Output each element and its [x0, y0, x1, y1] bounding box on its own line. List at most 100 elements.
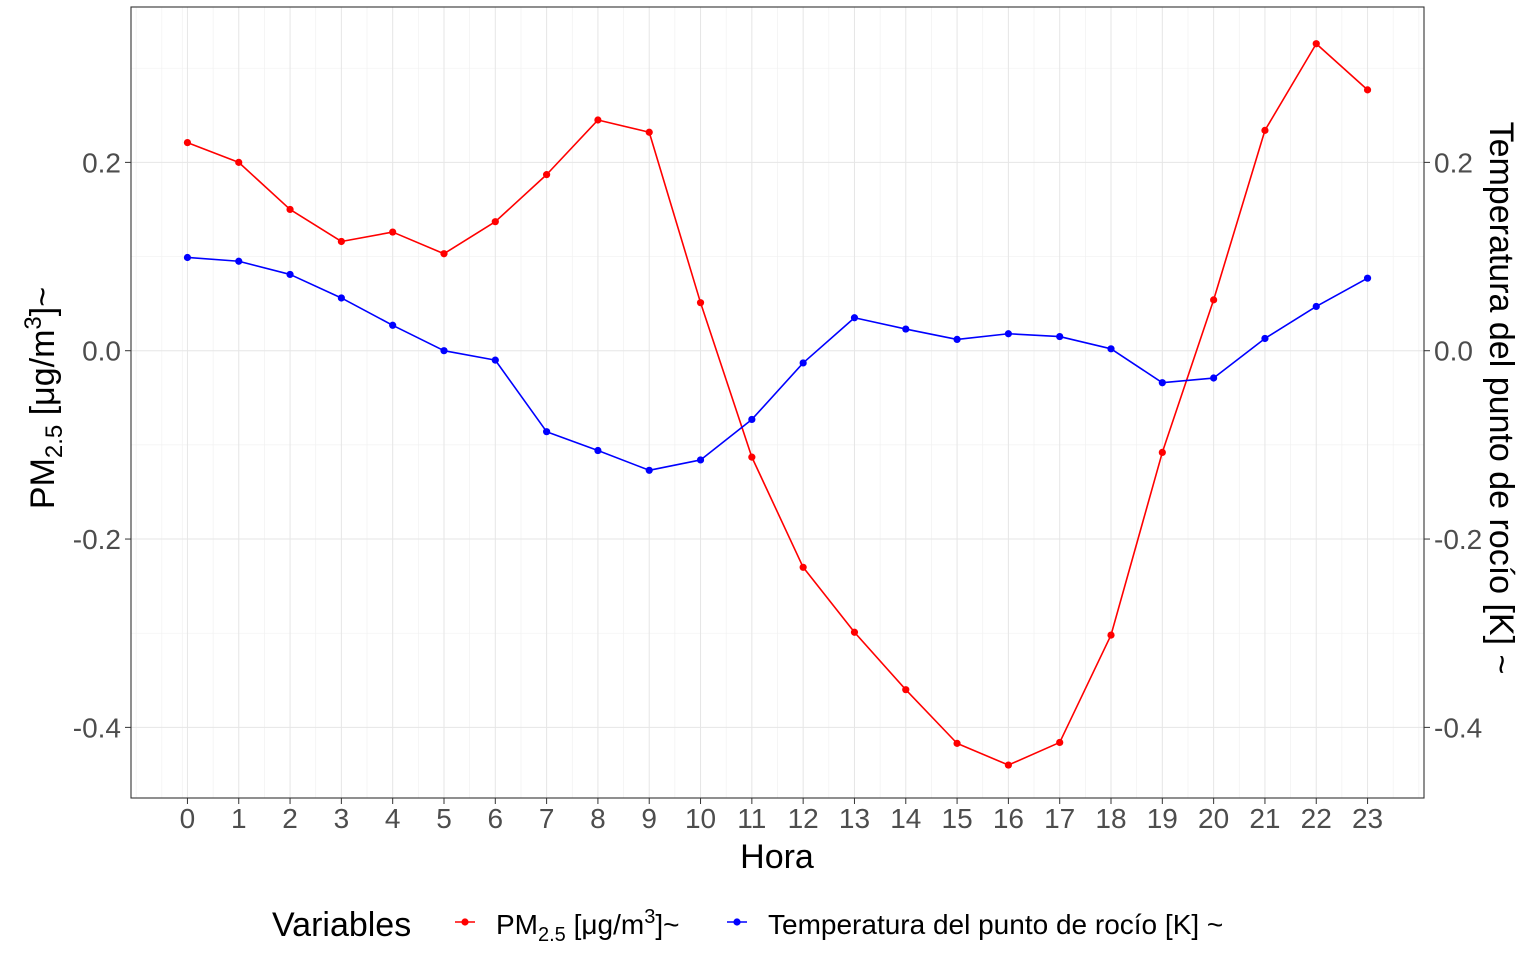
series-1-point — [1312, 302, 1320, 311]
x-tick-label: 22 — [1301, 803, 1332, 834]
x-tick-label: 2 — [282, 803, 298, 834]
x-tick-label: 0 — [180, 803, 196, 834]
x-tick-label: 12 — [788, 803, 819, 834]
series-0-point — [389, 228, 397, 236]
series-1-point — [1107, 345, 1115, 353]
y-tick-label: -0.2 — [73, 524, 121, 555]
legend-title: Variables — [272, 906, 411, 944]
series-0-point — [1056, 738, 1064, 747]
series-0-point — [645, 128, 653, 136]
series-1-point — [594, 446, 602, 455]
legend-label-pm25: PM2.5 [μg/m3]~ — [496, 906, 679, 946]
y2-tick-label: 0.2 — [1434, 147, 1473, 178]
x-tick-label: 19 — [1147, 803, 1178, 834]
series-0-point — [799, 563, 807, 571]
series-1-point — [543, 428, 551, 436]
y-tick-label: -0.4 — [73, 712, 121, 743]
x-tick-label: 7 — [539, 803, 555, 834]
y-axis-title-unit-close: ]~ — [24, 287, 62, 316]
series-1-point — [850, 314, 859, 322]
y2-axis-title: Temperatura del punto de rocío [K] ~ — [1482, 122, 1520, 675]
series-0-point — [1312, 40, 1320, 48]
series-line-0 — [187, 42, 1369, 766]
x-tick-label: 10 — [685, 803, 716, 834]
y2-tick-label: -0.4 — [1434, 712, 1482, 743]
legend-label-pm25-sup: 3 — [644, 906, 655, 928]
legend-label-pm25-unit-close: ]~ — [655, 909, 679, 940]
y2-tick-label: 0.0 — [1434, 336, 1473, 367]
series-1-point — [286, 270, 294, 279]
series-0-point — [902, 686, 910, 694]
x-tick-label: 14 — [890, 803, 921, 834]
series-1-point — [799, 359, 807, 367]
series-1-point — [696, 456, 705, 464]
series-0-point — [748, 453, 756, 461]
series-line-1 — [187, 256, 1368, 472]
series-1-point — [235, 257, 243, 265]
series-1-point — [1210, 374, 1218, 382]
panel-border — [130, 6, 1425, 799]
series-0-point — [286, 205, 294, 214]
series-0-point — [1158, 448, 1166, 457]
legend-key-point-dewpoint — [733, 918, 741, 926]
x-tick-label: 11 — [737, 803, 766, 834]
series-1-point — [183, 253, 192, 262]
series-0-point — [543, 171, 551, 179]
series-0-point — [594, 116, 602, 124]
legend-key-point-pm25 — [461, 918, 469, 926]
x-tick-label: 16 — [993, 803, 1024, 834]
series-1-point — [1261, 334, 1269, 343]
y-tick-label: 0.2 — [82, 147, 121, 178]
x-tick-label: 13 — [839, 803, 870, 834]
series-1-point — [491, 356, 499, 364]
y-axis-title-sup: 3 — [20, 316, 47, 329]
series-1-point — [953, 335, 961, 344]
series-0-point — [1004, 761, 1012, 769]
series-layer — [183, 40, 1372, 769]
series-0-point — [696, 299, 705, 307]
x-tick-label: 5 — [436, 803, 452, 834]
x-tick-label: 21 — [1249, 803, 1280, 834]
x-tick-label: 1 — [231, 803, 247, 834]
axes-layer: 0 1 2 3 4 5 6 7 8 9 10 11 12 13 14 15 16 17 18 19 20 21 22 23-0… — [73, 147, 1483, 834]
series-0-point — [1210, 296, 1218, 304]
x-tick-label: 4 — [385, 803, 401, 834]
series-1-point — [440, 347, 448, 355]
series-1-point — [389, 321, 397, 329]
y-axis-title-unit-open: [μg/m — [24, 330, 62, 425]
x-tick-label: 18 — [1095, 803, 1126, 834]
grid-major — [131, 7, 1424, 798]
series-1-point — [337, 294, 345, 302]
legend-label-pm25-unit-open: [μg/m — [566, 909, 644, 940]
y-axis-title: PM2.5 [μg/m3]~ — [20, 287, 68, 509]
x-tick-label: 15 — [942, 803, 973, 834]
series-1-point — [902, 325, 910, 333]
x-tick-label: 9 — [641, 803, 657, 834]
y-axis-title-sub: 2.5 — [41, 425, 68, 458]
series-1-point — [1158, 379, 1166, 387]
x-tick-label: 6 — [488, 803, 504, 834]
legend-label-pm25-sub: 2.5 — [538, 924, 566, 946]
series-0-point — [1107, 631, 1115, 639]
x-tick-label: 8 — [590, 803, 606, 834]
y2-tick-label: -0.2 — [1434, 524, 1482, 555]
x-tick-label: 20 — [1198, 803, 1229, 834]
legend-label-dewpoint: Temperatura del punto de rocío [K] ~ — [768, 909, 1223, 940]
y-tick-label: 0.0 — [82, 336, 121, 367]
y-axis-title-main: PM — [24, 458, 62, 509]
legend: Variables PM2.5 [μg/m3]~ Temperatura del… — [272, 906, 1223, 946]
x-tick-label: 17 — [1044, 803, 1075, 834]
series-0-point — [491, 218, 499, 226]
series-1-point — [1004, 330, 1012, 338]
series-0-point — [440, 250, 448, 258]
series-1-point — [1056, 332, 1064, 341]
series-0-point — [183, 139, 192, 147]
x-axis-title: Hora — [740, 838, 814, 876]
series-0-point — [1261, 126, 1269, 134]
series-1-point — [645, 466, 653, 474]
series-0-point — [1363, 86, 1372, 94]
x-tick-label: 23 — [1352, 803, 1383, 834]
series-0-point — [337, 237, 345, 246]
series-0-point — [953, 739, 961, 747]
